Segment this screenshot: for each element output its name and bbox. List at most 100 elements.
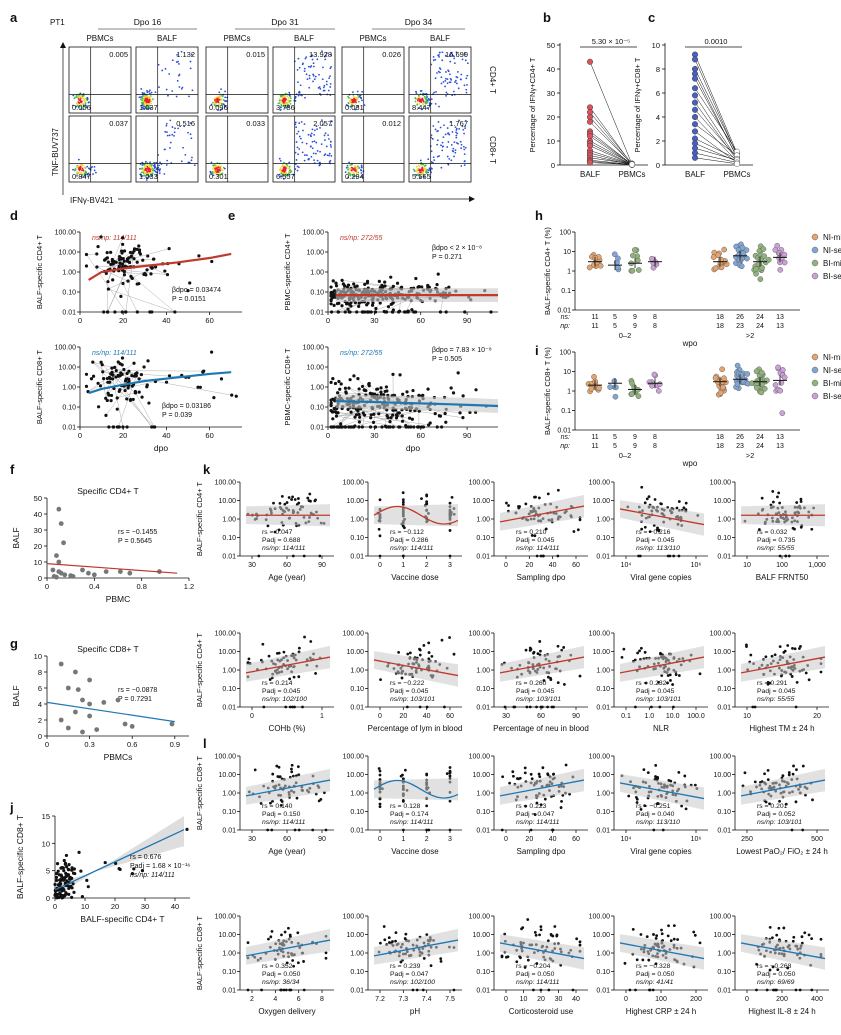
flow-quadrant-value: 0.096 xyxy=(209,103,228,112)
flow-quadrant-value: 0.026 xyxy=(382,50,401,59)
group-dot-ns-value: 13 xyxy=(776,314,784,321)
flow-plot-frame xyxy=(341,115,405,183)
group-dot-point xyxy=(760,246,767,252)
small-plot-x-tick-label: 10 xyxy=(520,996,528,1003)
flow-event-dot xyxy=(449,60,452,63)
flow-event-dot xyxy=(428,99,431,101)
scatter-point xyxy=(80,697,85,703)
dpo-plot-point xyxy=(416,425,420,429)
small-plot-point xyxy=(543,797,547,801)
flow-event-dot xyxy=(290,170,293,173)
small-plot-point xyxy=(546,492,550,496)
small-plot-point xyxy=(427,828,431,832)
small-plot-point xyxy=(448,529,452,532)
flow-quadrant-value: 0.847 xyxy=(72,172,91,181)
small-plot-point xyxy=(307,499,311,503)
dpo-plot-point xyxy=(146,359,150,363)
flow-event-dot xyxy=(361,99,363,102)
dpo-plot-point xyxy=(114,369,118,373)
group-dot-np-value: 23 xyxy=(736,443,744,450)
small-plot-point xyxy=(387,936,391,940)
flow-event-dot xyxy=(298,122,301,124)
scatter-point xyxy=(61,540,66,546)
small-plot-point xyxy=(418,648,422,652)
flow-time-group: Dpo 16 xyxy=(134,17,162,27)
dpo-plot-point xyxy=(357,301,361,305)
small-plot-confidence-band xyxy=(246,928,330,965)
dpo-plot-point xyxy=(383,284,387,288)
paired-y-tick-label: 6 xyxy=(656,89,660,98)
dpo-plot-point xyxy=(131,251,135,255)
flow-event-dot xyxy=(147,108,150,110)
j-confidence-band xyxy=(55,816,184,897)
flow-event-dot xyxy=(438,155,441,157)
flow-event-dot xyxy=(347,176,350,179)
small-plot-x-tick-label: 7.5 xyxy=(445,996,455,1003)
flow-event-dot xyxy=(140,173,142,176)
flow-event-dot xyxy=(430,102,433,105)
flow-event-dot xyxy=(457,87,460,90)
small-plot-point xyxy=(654,763,658,767)
scatter-x-tick-label: 1.2 xyxy=(184,582,194,591)
group-dot-point xyxy=(628,391,635,398)
flow-event-dot xyxy=(453,57,456,60)
flow-plot-frame xyxy=(341,46,405,114)
flow-event-dot xyxy=(209,170,212,173)
small-plot-point xyxy=(757,528,761,531)
dpo-plot-point xyxy=(353,285,357,289)
flow-event-dot xyxy=(311,147,314,150)
flow-x-arrowhead xyxy=(469,196,475,202)
flow-event-dot xyxy=(419,171,422,174)
small-plot-point xyxy=(270,929,274,933)
paired-y-axis-label: Percentage of IFNγ+CD8+ T xyxy=(633,57,642,152)
flow-event-dot xyxy=(138,96,141,99)
small-plot-point xyxy=(261,642,265,646)
flow-event-dot xyxy=(82,169,85,172)
small-plot-x-tick-label: 1.0 xyxy=(644,713,654,720)
flow-event-dot xyxy=(191,89,194,92)
dpo-plot-point xyxy=(395,414,399,418)
flow-event-dot xyxy=(330,120,332,122)
paired-connector-line xyxy=(694,131,738,163)
scatter-x-axis-label: PBMCs xyxy=(104,752,133,762)
small-plot-point xyxy=(505,501,508,505)
small-plot-point xyxy=(297,501,301,505)
small-plot-point xyxy=(284,705,288,709)
dpo-plot-point xyxy=(109,393,114,398)
dpo-plot-point xyxy=(329,398,333,402)
flow-event-dot xyxy=(296,69,299,71)
dpo-plot-point xyxy=(391,284,395,288)
flow-event-dot xyxy=(188,95,190,98)
paired-connector-line xyxy=(589,121,633,165)
paired-balf-point xyxy=(691,121,699,128)
small-plot-point xyxy=(309,640,313,643)
small-plot-point xyxy=(638,649,641,653)
dpo-plot-point xyxy=(353,415,357,419)
small-plot-point xyxy=(549,678,553,682)
dpo-plot-point xyxy=(366,310,370,314)
dpo-plot-stat: βdpo = 7.83 × 10⁻⁸ xyxy=(432,347,492,354)
flow-event-dot xyxy=(326,154,329,157)
flow-event-dot xyxy=(464,59,467,62)
flow-event-dot xyxy=(301,141,304,144)
scatter-y-axis-label: BALF xyxy=(11,685,21,706)
j-point xyxy=(79,869,83,873)
dpo-plot-point xyxy=(333,381,338,386)
flow-event-dot xyxy=(176,53,178,56)
flow-event-dot xyxy=(453,62,456,65)
dpo-plot-point xyxy=(84,252,89,257)
dpo-plot-point xyxy=(389,416,393,420)
flow-event-dot xyxy=(449,121,452,123)
flow-event-dot xyxy=(218,171,221,174)
group-dot-point xyxy=(629,380,635,387)
dpo-plot-y-tick-label: 10.00 xyxy=(306,365,324,372)
flow-event-dot xyxy=(289,100,291,102)
dpo-plot-point xyxy=(95,265,99,269)
flow-event-dot xyxy=(148,167,151,170)
small-plot-x-axis-label: BALF FRNT50 xyxy=(756,573,809,582)
dpo-plot-patient-link xyxy=(122,283,138,313)
flow-event-dot xyxy=(171,133,174,136)
group-dot-point xyxy=(649,255,655,262)
scatter-x-tick-label: 0.8 xyxy=(136,582,146,591)
flow-event-dot xyxy=(315,152,317,155)
